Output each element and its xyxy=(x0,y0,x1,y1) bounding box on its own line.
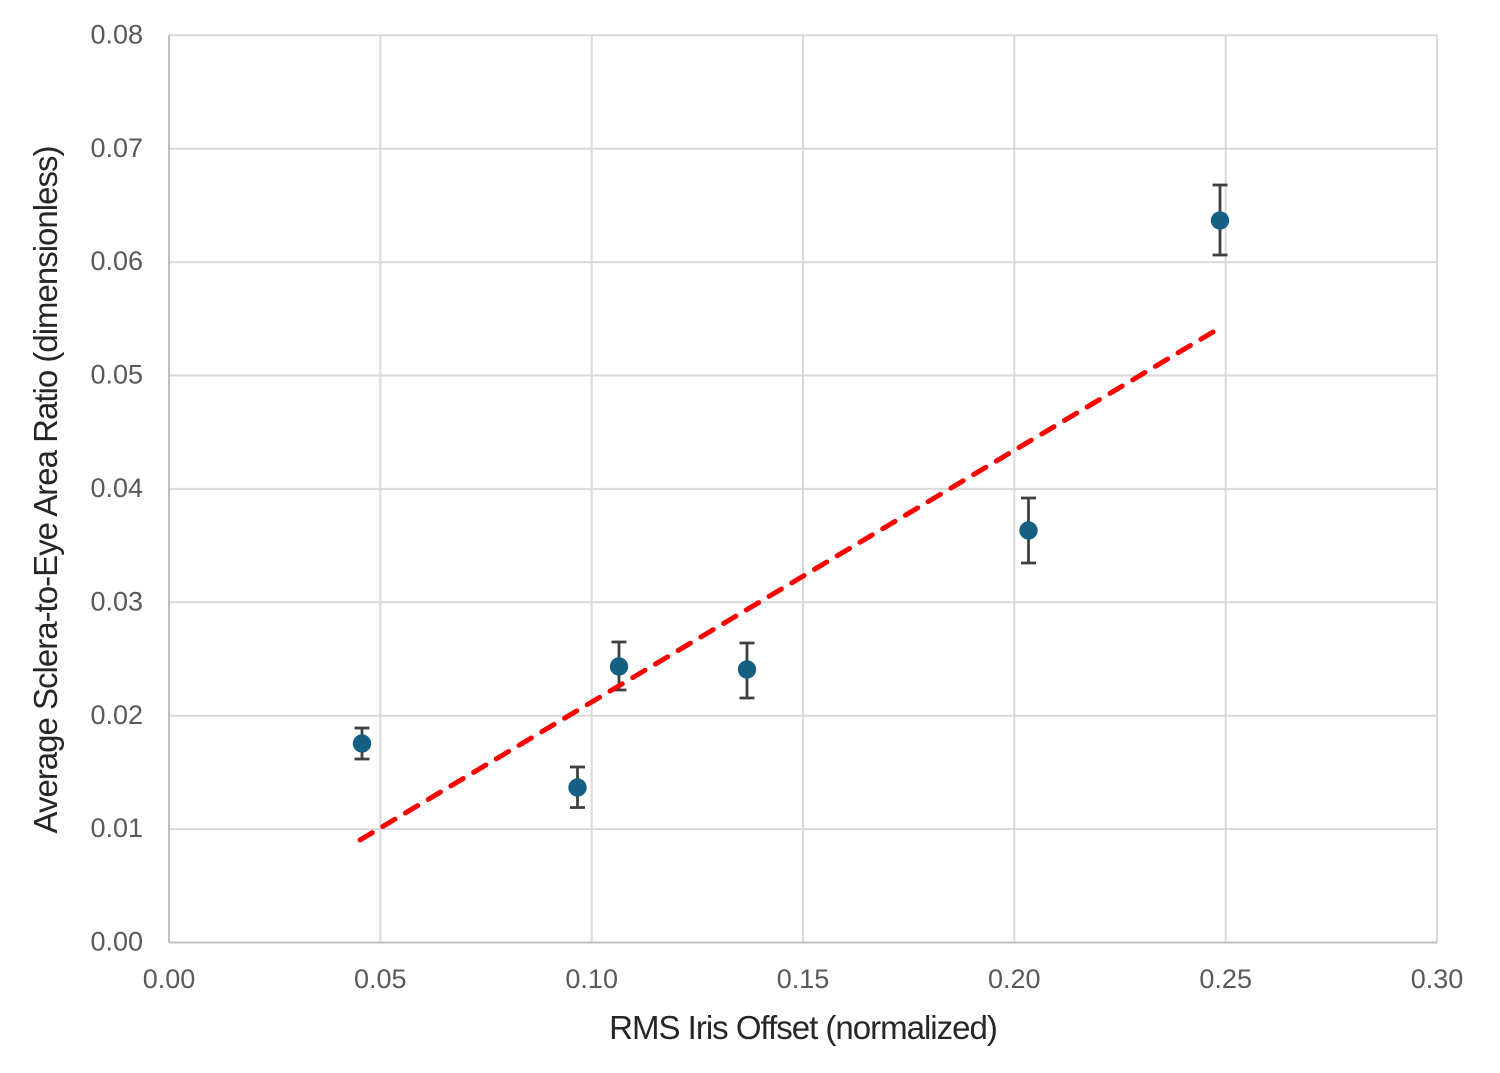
svg-text:0.03: 0.03 xyxy=(90,586,143,616)
svg-text:0.00: 0.00 xyxy=(90,927,143,957)
svg-text:Average Sclera-to-Eye Area Rat: Average Sclera-to-Eye Area Ratio (dimens… xyxy=(27,147,64,834)
svg-text:0.15: 0.15 xyxy=(777,964,830,994)
svg-text:RMS Iris Offset (normalized): RMS Iris Offset (normalized) xyxy=(609,1009,997,1046)
svg-text:0.08: 0.08 xyxy=(90,19,143,49)
svg-text:0.10: 0.10 xyxy=(565,964,618,994)
svg-text:0.05: 0.05 xyxy=(90,360,143,390)
svg-text:0.06: 0.06 xyxy=(90,246,143,276)
svg-text:0.02: 0.02 xyxy=(90,700,143,730)
svg-text:0.00: 0.00 xyxy=(143,964,196,994)
svg-text:0.25: 0.25 xyxy=(1199,964,1252,994)
svg-text:0.07: 0.07 xyxy=(90,133,143,163)
svg-text:0.04: 0.04 xyxy=(90,473,143,503)
svg-text:0.05: 0.05 xyxy=(354,964,407,994)
svg-text:0.30: 0.30 xyxy=(1411,964,1464,994)
svg-text:0.20: 0.20 xyxy=(988,964,1041,994)
svg-text:0.01: 0.01 xyxy=(90,813,143,843)
